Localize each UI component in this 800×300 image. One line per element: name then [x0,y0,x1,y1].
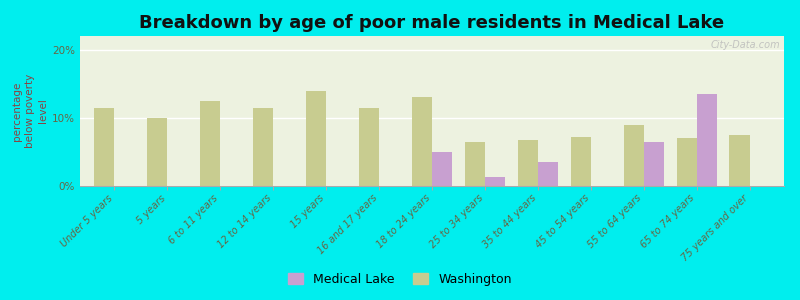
Bar [518,140,538,186]
Bar [359,108,379,186]
Bar [697,94,717,186]
Bar [730,135,750,186]
Bar [306,91,326,186]
Bar [94,108,114,186]
Bar [147,118,167,186]
Bar [677,138,697,186]
Title: Breakdown by age of poor male residents in Medical Lake: Breakdown by age of poor male residents … [139,14,725,32]
Bar [624,124,644,186]
Bar [465,142,485,186]
Text: City-Data.com: City-Data.com [711,40,781,50]
Legend: Medical Lake, Washington: Medical Lake, Washington [283,268,517,291]
Bar [432,152,452,186]
Bar [485,177,505,186]
Y-axis label: percentage
below poverty
level: percentage below poverty level [11,74,48,148]
Bar [412,98,432,186]
Bar [644,142,664,186]
Bar [200,101,220,186]
Bar [253,108,274,186]
Bar [538,162,558,186]
Bar [570,137,590,186]
